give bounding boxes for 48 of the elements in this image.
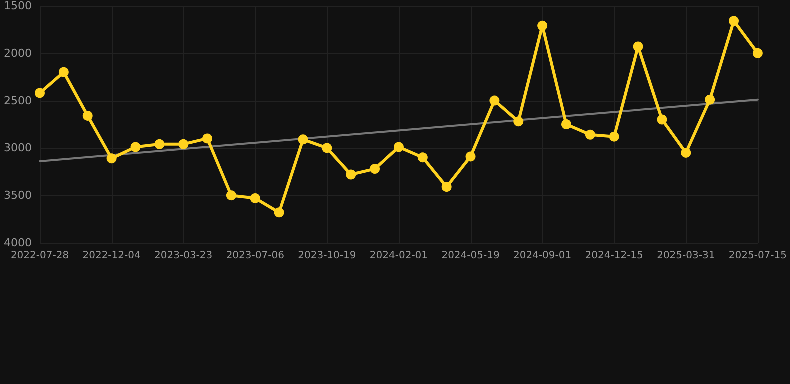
point (370, 164, 380, 174)
point (657, 114, 668, 125)
point (633, 42, 644, 52)
point (58, 67, 69, 78)
point (106, 154, 117, 164)
point (514, 116, 524, 127)
point (490, 96, 500, 106)
x-tick-label: 2024-09-01 (513, 250, 572, 262)
point (394, 142, 404, 152)
x-tick-label: 2022-12-04 (82, 250, 141, 262)
point (202, 134, 213, 144)
point (442, 182, 452, 192)
y-tick-label: 3500 (4, 189, 32, 202)
point (705, 94, 716, 105)
point (752, 48, 763, 58)
x-tick-label: 2024-12-15 (585, 250, 644, 262)
point (346, 170, 356, 180)
point (609, 132, 620, 142)
point (538, 20, 548, 31)
point (178, 139, 189, 150)
x-tick-label: 2023-10-19 (298, 250, 356, 262)
y-tick-label: 2000 (4, 46, 32, 60)
x-tick-label: 2022-07-28 (10, 250, 70, 262)
x-tick-label: 2023-03-23 (154, 250, 213, 262)
x-tick-label: 2024-02-01 (370, 250, 428, 262)
y-tick-label: 4000 (4, 236, 32, 250)
point (466, 152, 476, 162)
y-tick-label: 2500 (4, 94, 32, 108)
point (154, 139, 165, 150)
point (250, 193, 260, 204)
y-tick-label: 1500 (4, 0, 32, 12)
x-tick-label: 2025-07-15 (728, 250, 788, 262)
point (681, 148, 692, 158)
point (418, 152, 428, 163)
point (35, 88, 45, 98)
point (130, 142, 141, 152)
point (82, 110, 93, 121)
y-tick-label: 3000 (4, 142, 32, 155)
point (274, 208, 284, 218)
x-tick-label: 2024-05-19 (442, 250, 500, 262)
point (298, 134, 308, 145)
point (562, 120, 572, 130)
x-tick-label: 2025-03-31 (657, 250, 716, 262)
point (226, 190, 236, 201)
point (585, 130, 596, 140)
point (322, 143, 332, 154)
x-tick-label: 2023-07-06 (226, 250, 284, 262)
point (729, 16, 740, 26)
